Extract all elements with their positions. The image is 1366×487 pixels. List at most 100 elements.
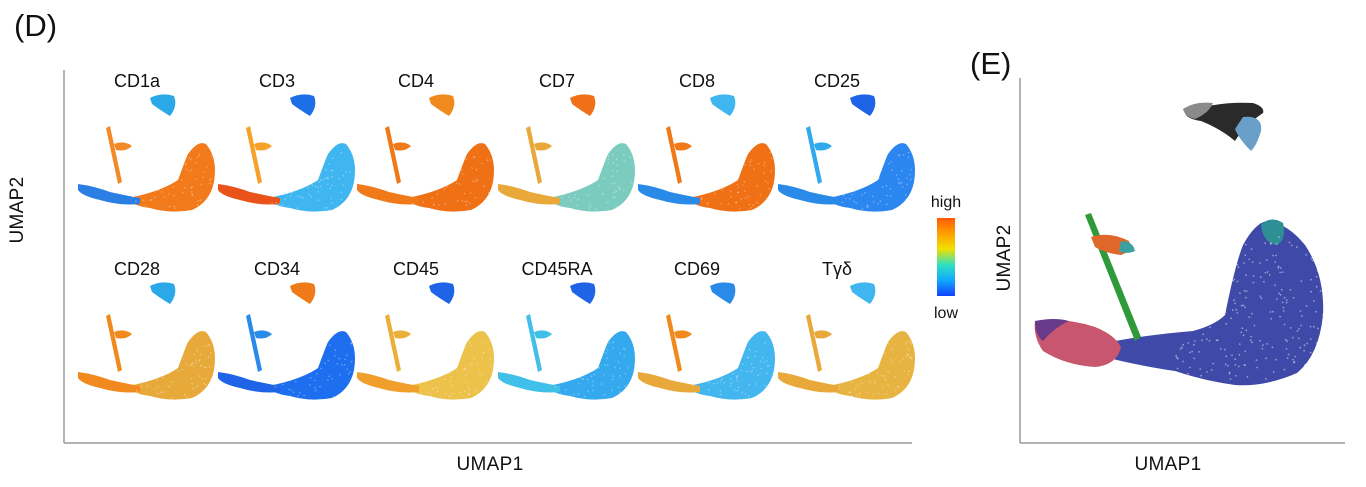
panel-d-axes xyxy=(63,70,912,444)
umap-left-tail xyxy=(778,372,840,393)
umap-arm xyxy=(106,314,122,372)
umap-arm-branch xyxy=(814,142,832,151)
umap-top-cluster xyxy=(150,282,176,304)
legend-high-label: high xyxy=(930,194,962,211)
umap-main-cluster xyxy=(828,331,915,400)
panel-d-xlabel: UMAP1 xyxy=(456,454,524,475)
cluster-umap-plot xyxy=(1034,102,1324,386)
umap-top-cluster xyxy=(570,94,596,116)
panel-d-letter: (D) xyxy=(14,8,58,43)
umap-arm xyxy=(806,314,822,372)
umap-arm-branch xyxy=(674,142,692,151)
umap-left-tail xyxy=(357,372,419,393)
cluster-top-grey xyxy=(1183,102,1213,119)
legend-colorbar xyxy=(937,218,955,296)
cluster-arm-top-mid xyxy=(1119,241,1135,253)
cluster-main-top xyxy=(1261,219,1285,245)
marker-label: CD28 xyxy=(113,259,161,279)
cluster-left-edge xyxy=(1035,319,1069,341)
umap-main-cluster xyxy=(688,143,775,212)
umap-arm-branch xyxy=(674,330,692,339)
umap-arm xyxy=(526,126,542,184)
panel-e-xlabel: UMAP1 xyxy=(1134,454,1202,475)
umap-main-cluster xyxy=(688,331,775,400)
umap-left-tail xyxy=(778,184,840,205)
umap-top-cluster xyxy=(429,282,455,304)
umap-left-tail xyxy=(638,372,700,393)
umap-main-cluster xyxy=(828,143,915,212)
umap-arm-branch xyxy=(114,330,132,339)
umap-arm xyxy=(666,126,682,184)
marker-label: CD25 xyxy=(813,71,861,91)
umap-top-cluster xyxy=(570,282,596,304)
umap-top-cluster xyxy=(290,282,316,304)
marker-label: CD8 xyxy=(678,71,715,91)
umap-main-cluster xyxy=(407,143,494,212)
umap-arm xyxy=(526,314,542,372)
umap-top-cluster xyxy=(710,94,736,116)
umap-left-tail xyxy=(78,184,140,205)
umap-top-cluster xyxy=(290,94,316,116)
umap-left-tail xyxy=(218,184,280,205)
marker-umap-plot xyxy=(498,282,635,400)
umap-top-cluster xyxy=(429,94,455,116)
umap-main-cluster xyxy=(548,331,635,400)
marker-umap-plot xyxy=(498,94,635,212)
umap-arm-branch xyxy=(393,330,411,339)
cluster-main xyxy=(1105,221,1324,386)
marker-umap-plot xyxy=(357,94,494,212)
umap-top-cluster xyxy=(150,94,176,116)
umap-arm-branch xyxy=(534,330,552,339)
umap-arm xyxy=(246,126,262,184)
marker-label: CD34 xyxy=(253,259,301,279)
umap-main-cluster xyxy=(268,143,355,212)
marker-label: CD45 xyxy=(392,259,440,279)
umap-arm-branch xyxy=(814,330,832,339)
marker-label: CD7 xyxy=(538,71,575,91)
umap-arm xyxy=(246,314,262,372)
umap-top-cluster xyxy=(850,94,876,116)
umap-left-tail xyxy=(78,372,140,393)
umap-arm-branch xyxy=(534,142,552,151)
panel-e-letter: (E) xyxy=(970,46,1012,81)
umap-main-cluster xyxy=(548,143,635,212)
marker-umap-plot xyxy=(218,282,355,400)
umap-left-tail xyxy=(638,184,700,205)
marker-umap-plot xyxy=(778,282,915,400)
umap-left-tail xyxy=(218,372,280,393)
marker-label: CD4 xyxy=(397,71,434,91)
marker-umap-plot xyxy=(638,94,775,212)
umap-main-cluster xyxy=(128,143,215,212)
umap-main-cluster xyxy=(268,331,355,400)
umap-arm xyxy=(106,126,122,184)
marker-label: Tγδ xyxy=(821,259,852,279)
marker-umap-plot xyxy=(78,94,215,212)
umap-arm xyxy=(666,314,682,372)
umap-arm-branch xyxy=(114,142,132,151)
panel-e-ylabel: UMAP2 xyxy=(994,224,1015,292)
umap-main-cluster xyxy=(128,331,215,400)
umap-arm xyxy=(385,126,401,184)
umap-arm-branch xyxy=(254,330,272,339)
marker-label: CD45RA xyxy=(521,259,593,279)
umap-main-cluster xyxy=(407,331,494,400)
marker-umap-plot xyxy=(638,282,775,400)
marker-label: CD3 xyxy=(258,71,295,91)
marker-umap-plot xyxy=(778,94,915,212)
umap-left-tail xyxy=(498,372,560,393)
umap-left-tail xyxy=(498,184,560,205)
umap-arm xyxy=(385,314,401,372)
umap-top-cluster xyxy=(710,282,736,304)
umap-arm xyxy=(806,126,822,184)
marker-umap-plot xyxy=(357,282,494,400)
umap-left-tail xyxy=(357,184,419,205)
marker-label: CD69 xyxy=(673,259,721,279)
umap-arm-branch xyxy=(254,142,272,151)
cluster-arm xyxy=(1085,213,1141,341)
cluster-left-tip xyxy=(1034,319,1121,367)
legend-low-label: low xyxy=(933,305,958,322)
umap-top-cluster xyxy=(850,282,876,304)
marker-umap-plot xyxy=(218,94,355,212)
marker-label: CD1a xyxy=(113,71,161,91)
